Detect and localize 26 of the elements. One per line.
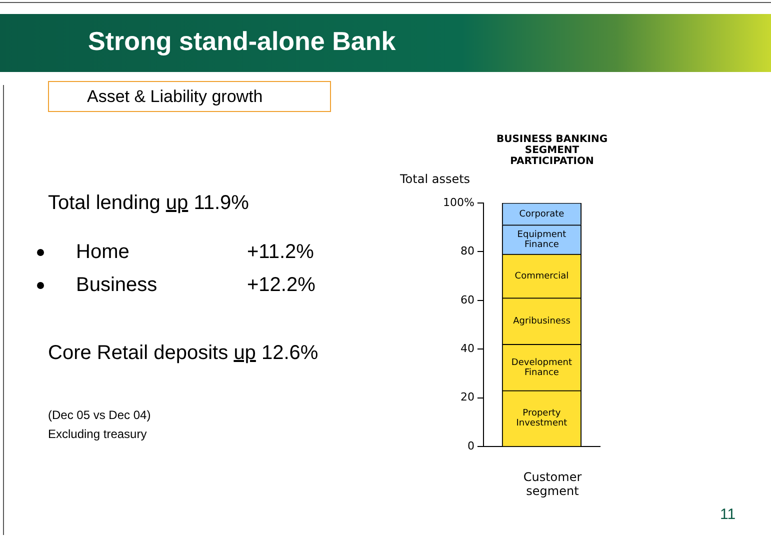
text: Excluding treasury [48,427,147,441]
series-label: Equipment Finance [517,230,567,250]
y-tick-label: 60 [460,293,474,306]
series-label: Property Investment [516,408,568,429]
y-tick-label: 20 [460,390,474,404]
chart-subtitle: BUSINESS BANKING SEGMENT PARTICIPATION [495,134,609,167]
text: 11 [720,506,736,523]
text: Strong stand-alone Bank [88,26,396,57]
y-tick-label: 40 [460,342,474,356]
y-tick-label: 80 [460,244,474,258]
text: Total lending up 11.9% [48,192,249,214]
y-tick-label: 0 [467,439,474,452]
text: (Dec 05 vs Dec 04) [48,408,151,422]
y-tick-label: 100% [442,196,474,209]
series-label: Development Finance [511,358,572,378]
text: Business [76,274,158,297]
text: Asset & Liability growth [48,81,331,112]
series-label: Commercial [514,271,569,282]
series-label: Agribusiness [513,316,571,326]
y-axis-title: Total assets [400,172,470,186]
text: +12.2% [247,274,316,297]
series-label: Corporate [519,209,565,220]
text: +11.2% [247,241,314,264]
text: Core Retail deposits up 12.6% [48,342,318,364]
text: Home [76,241,130,264]
x-axis-title: Customer segment [522,470,583,498]
